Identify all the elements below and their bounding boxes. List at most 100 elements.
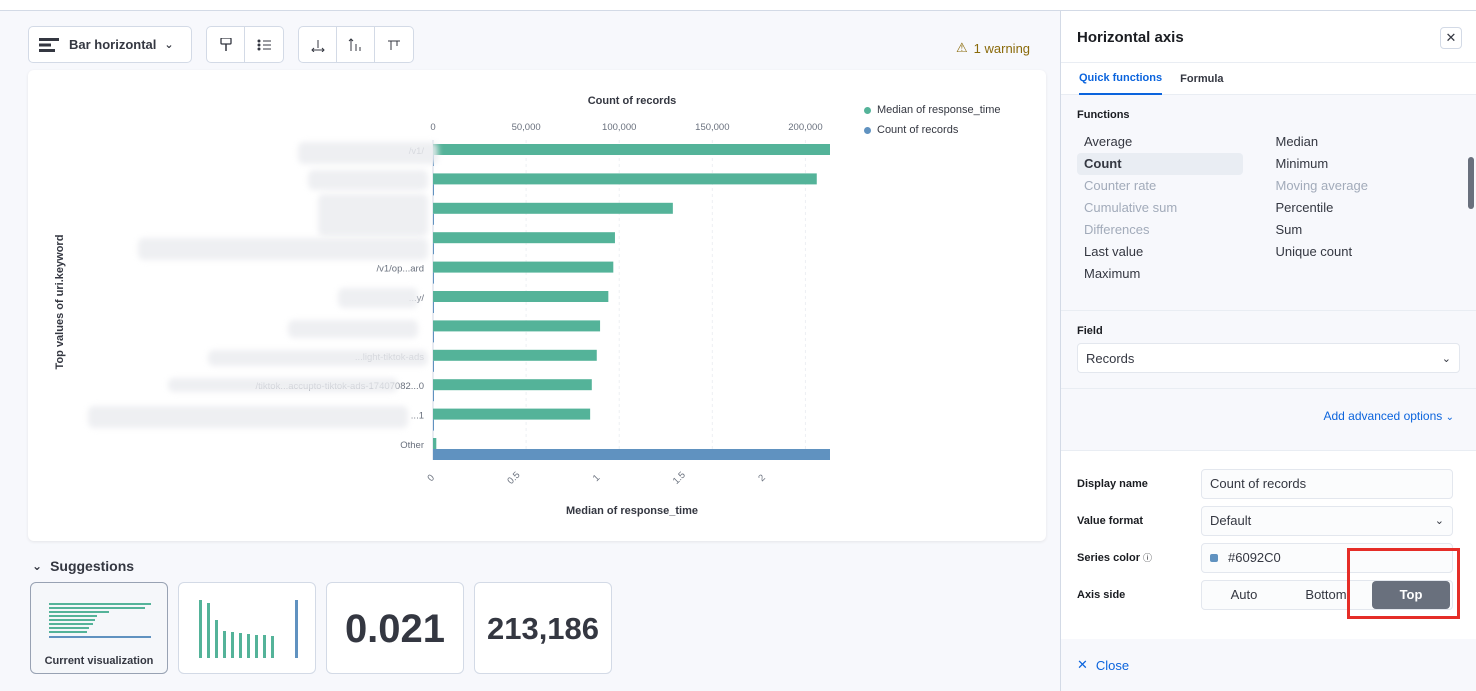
- bar-median: [433, 349, 597, 361]
- legend-item-count[interactable]: Count of records: [864, 120, 1001, 140]
- axis-side-control: Auto Bottom Top: [1201, 579, 1453, 610]
- category-label: Other: [400, 440, 424, 451]
- function-median[interactable]: Median: [1275, 134, 1319, 149]
- function-average[interactable]: Average: [1084, 134, 1133, 149]
- value-format-row: Value format Default ⌄: [1077, 502, 1460, 539]
- warning-icon: ⚠: [956, 40, 968, 55]
- bar-median: [433, 438, 437, 449]
- bar-count: [433, 419, 434, 431]
- close-button[interactable]: Close: [1095, 657, 1130, 673]
- function-unique-count[interactable]: Unique count: [1275, 244, 1353, 259]
- function-minimum[interactable]: Minimum: [1275, 156, 1329, 171]
- value-format-label: Value format: [1077, 514, 1144, 527]
- left-axis-icon[interactable]: [337, 26, 375, 63]
- close-icon[interactable]: ✕: [1440, 27, 1462, 49]
- chevron-down-icon: ⌄: [164, 39, 174, 51]
- bar-median: [433, 144, 830, 155]
- bar-count: [433, 213, 434, 225]
- toolbar: Bar horizontal ⌄: [28, 26, 414, 63]
- suggestions-toggle[interactable]: ⌄ Suggestions: [32, 558, 134, 574]
- function-cumulative-sum: Cumulative sum: [1084, 200, 1178, 215]
- bar-count: [433, 243, 434, 255]
- suggestion-vertical-bar[interactable]: [178, 582, 316, 674]
- style-settings-group: [206, 26, 284, 63]
- suggestion-current-label: Current visualization: [44, 655, 154, 667]
- functions-right-column: Median Minimum Moving average Percentile…: [1269, 131, 1461, 285]
- function-percentile[interactable]: Percentile: [1275, 200, 1334, 215]
- bottom-axis-tick: 1.5: [671, 470, 688, 487]
- suggestion-metric[interactable]: 0.021: [326, 582, 464, 674]
- axis-side-top[interactable]: Top: [1372, 580, 1450, 609]
- redacted-region: [168, 378, 398, 392]
- warning-indicator[interactable]: ⚠ 1 warning: [956, 40, 1030, 56]
- function-last-value[interactable]: Last value: [1084, 244, 1144, 259]
- top-axis-tick: 200,000: [788, 122, 822, 133]
- add-advanced-options-link[interactable]: Add advanced options ⌄: [1324, 409, 1455, 423]
- series-color-row: Series color ⓘ #6092C0: [1077, 539, 1460, 576]
- field-value: Records: [1086, 350, 1135, 366]
- function-sum[interactable]: Sum: [1275, 222, 1303, 237]
- chart-type-label: Bar horizontal: [69, 37, 157, 52]
- bar-median: [433, 379, 592, 391]
- legend-label-median: Median of response_time: [877, 104, 1001, 116]
- horizontal-bar-thumbnail: [49, 603, 151, 638]
- series-color-value: #6092C0: [1228, 550, 1281, 565]
- scrollbar[interactable]: [1468, 157, 1474, 209]
- bar-median: [433, 202, 673, 214]
- suggestion-current[interactable]: Current visualization: [30, 582, 168, 674]
- function-maximum[interactable]: Maximum: [1084, 266, 1141, 281]
- redacted-region: [318, 194, 428, 236]
- function-differences: Differences: [1084, 222, 1150, 237]
- tab-quick-functions[interactable]: Quick functions: [1079, 63, 1163, 95]
- bar-count: [433, 331, 434, 343]
- display-name-row: Display name Count of records: [1077, 465, 1460, 502]
- redacted-region: [338, 288, 418, 308]
- close-icon: ✕: [1077, 657, 1088, 672]
- bar-median: [433, 408, 591, 420]
- top-axis-tick: 50,000: [512, 122, 541, 133]
- help-icon: ⓘ: [1143, 553, 1153, 563]
- y-axis-title: Top values of uri.keyword: [54, 234, 66, 370]
- bottom-axis-tick: 2: [756, 472, 768, 484]
- function-count[interactable]: Count: [1077, 153, 1243, 175]
- bottom-axis-icon[interactable]: [299, 26, 337, 63]
- advanced-section: Add advanced options ⌄: [1061, 389, 1476, 451]
- right-axis-icon[interactable]: [375, 26, 413, 63]
- bottom-axis-tick: 0.5: [505, 470, 522, 487]
- appearance-form: Display name Count of records Value form…: [1061, 451, 1476, 639]
- axis-side-auto[interactable]: Auto: [1230, 587, 1258, 602]
- bar-horizontal-icon: [39, 37, 59, 52]
- chart-type-switcher[interactable]: Bar horizontal ⌄: [28, 26, 192, 63]
- field-label: Field: [1077, 325, 1103, 337]
- legend-item-median[interactable]: Median of response_time: [864, 100, 1001, 120]
- highlight-annotation: [1347, 548, 1460, 619]
- display-name-input[interactable]: Count of records: [1201, 468, 1453, 499]
- paintbrush-icon[interactable]: [207, 26, 245, 63]
- bottom-axis-tick: 0: [425, 472, 437, 484]
- chart-panel: Count of records 0 50,000 100,000 150,000 200…: [28, 70, 1046, 541]
- suggestion-count[interactable]: 213,186: [474, 582, 612, 674]
- category-label: ...1: [411, 411, 424, 422]
- axis-side-bottom[interactable]: Bottom: [1305, 587, 1347, 602]
- axis-side-row: Axis side Auto Bottom Top: [1077, 576, 1460, 613]
- field-select[interactable]: Records ⌄: [1077, 343, 1460, 373]
- series-color-picker[interactable]: #6092C0: [1201, 542, 1453, 573]
- value-format-select[interactable]: Default ⌄: [1201, 505, 1453, 536]
- legend-settings-icon[interactable]: [245, 26, 283, 63]
- chart-title: Count of records: [588, 95, 677, 107]
- functions-label: Functions: [1077, 109, 1130, 121]
- bar-count: [433, 184, 434, 196]
- dimension-editor-flyout: Horizontal axis ✕ Quick functions Formul…: [1060, 11, 1476, 691]
- bar-median: [433, 291, 609, 302]
- flyout-footer: ✕ Close: [1061, 639, 1476, 691]
- redacted-region: [88, 406, 408, 428]
- bar-count: [433, 272, 434, 284]
- legend-swatch-count: [864, 126, 871, 134]
- display-name-label: Display name: [1077, 477, 1148, 490]
- top-bar: [0, 0, 1476, 11]
- function-counter-rate: Counter rate: [1084, 178, 1157, 193]
- suggestions-title: Suggestions: [50, 558, 135, 574]
- tab-formula[interactable]: Formula: [1180, 72, 1224, 85]
- redacted-region: [308, 170, 428, 190]
